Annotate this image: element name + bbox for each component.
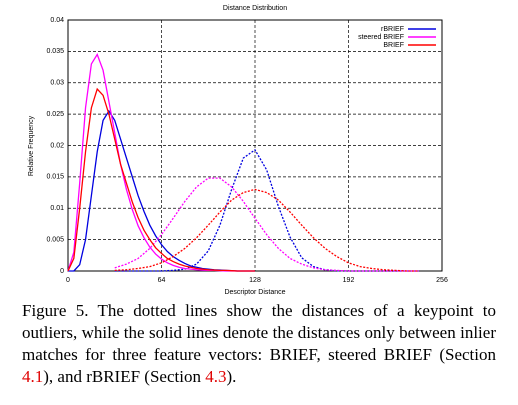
y-tick-label: 0 <box>60 268 64 275</box>
caption-text: ), and rBRIEF (Section <box>43 367 206 386</box>
x-tick-label: 0 <box>66 277 70 284</box>
legend-label: steered BRIEF <box>358 34 404 41</box>
y-tick-label: 0.025 <box>46 111 64 118</box>
legend-label: BRIEF <box>383 42 404 49</box>
x-axis-label: Descriptor Distance <box>224 289 285 296</box>
caption-text: Figure 5. The dotted lines show the dist… <box>22 301 496 364</box>
section-link[interactable]: 4.1 <box>22 367 44 386</box>
chart-title: Distance Distribution <box>223 5 287 12</box>
x-tick-label: 64 <box>158 277 166 284</box>
x-tick-label: 128 <box>249 277 261 284</box>
y-tick-label: 0.005 <box>46 236 64 243</box>
y-axis-label: Relative Frequency <box>28 115 35 176</box>
outlier-line <box>114 148 419 272</box>
y-tick-label: 0.035 <box>46 48 64 55</box>
y-tick-label: 0.04 <box>50 17 64 24</box>
inlier-line <box>67 87 255 272</box>
section-link[interactable]: 4.3 <box>205 367 227 386</box>
x-tick-label: 192 <box>343 277 355 284</box>
y-tick-label: 0.02 <box>50 142 64 149</box>
caption-text: ). <box>226 367 237 386</box>
y-tick-label: 0.015 <box>46 174 64 181</box>
x-tick-label: 256 <box>436 277 448 284</box>
outlier-line <box>114 177 419 272</box>
outlier-line <box>114 188 419 272</box>
y-tick-label: 0.01 <box>50 205 64 212</box>
figure-caption: Figure 5. The dotted lines show the dist… <box>22 300 496 388</box>
chart: Distance Distribution Descriptor Distanc… <box>28 5 448 296</box>
legend-label: rBRIEF <box>381 26 404 33</box>
y-tick-label: 0.03 <box>50 80 64 87</box>
